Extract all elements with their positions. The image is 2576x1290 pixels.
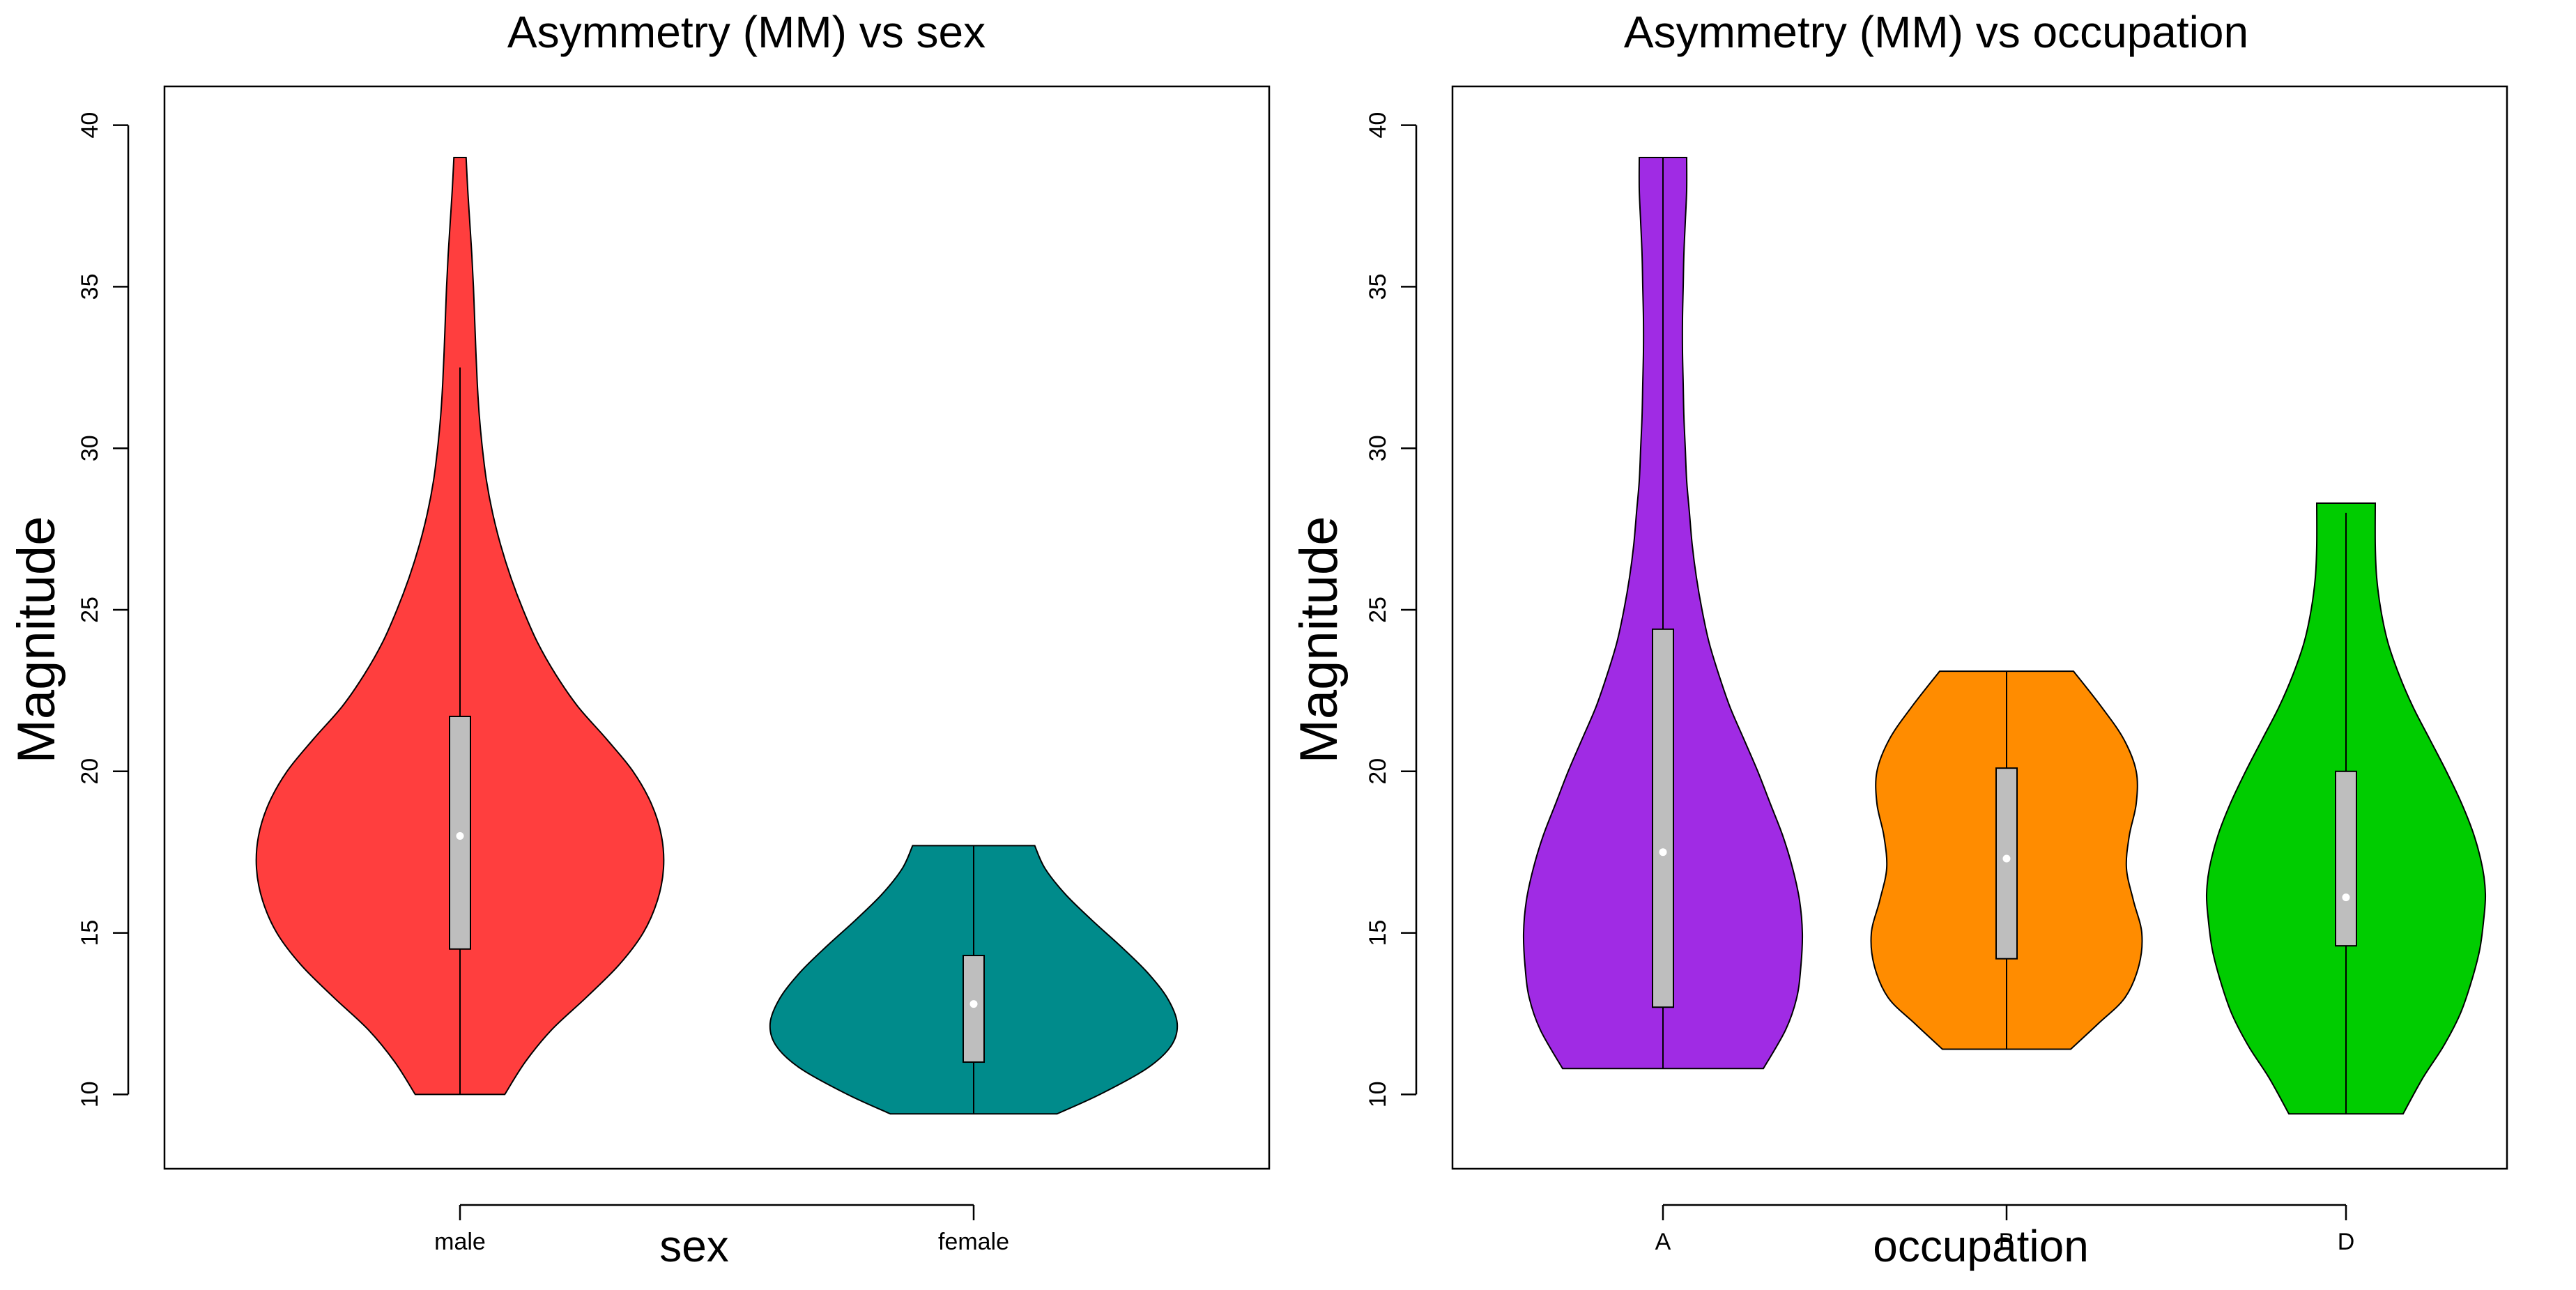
plot-frame: [163, 85, 1271, 1170]
x-axis-label: occupation: [1873, 1221, 2089, 1271]
violin-B: [1870, 670, 2143, 1050]
y-tick-label: 25: [1365, 597, 1391, 623]
x-tick-label-D: D: [2338, 1229, 2355, 1255]
y-axis: 10 15 20 25 30 35 40: [77, 112, 130, 1107]
x-tick-label-A: A: [1655, 1229, 1671, 1255]
violin-A: [1522, 156, 1804, 1070]
x-axis: male female: [434, 1204, 1009, 1255]
occupation-violin-panel: Asymmetry (MM) vs occupation 10 15 20 25 30 3…: [1289, 7, 2508, 1271]
violin-female: [769, 845, 1179, 1115]
sex-violin-panel: Asymmetry (MM) vs sex 10 15 20 25 30 35 40 mal…: [7, 7, 1271, 1271]
violin-iqr-box: [963, 955, 985, 1064]
plot-frame: [1451, 85, 2508, 1170]
violin-iqr-box: [1995, 767, 2018, 960]
violin-median-point: [969, 1000, 978, 1008]
x-axis-label: sex: [659, 1221, 729, 1271]
y-axis: 10 15 20 25 30 35 40: [1365, 112, 1418, 1107]
y-tick-label: 35: [1365, 274, 1391, 300]
chart-title: Asymmetry (MM) vs sex: [507, 7, 986, 57]
violin-median-point: [1659, 848, 1667, 857]
y-tick-label: 10: [77, 1081, 103, 1107]
x-tick-label-male: male: [434, 1229, 486, 1255]
violin-male: [255, 156, 665, 1096]
violin-median-point: [456, 832, 464, 840]
y-tick-label: 20: [1365, 758, 1391, 785]
y-tick-label: 35: [77, 274, 103, 300]
violins: [1522, 156, 2487, 1115]
y-tick-label: 15: [1365, 920, 1391, 946]
y-tick-label: 15: [77, 920, 103, 946]
violins: [255, 156, 1179, 1115]
y-tick-label: 30: [77, 435, 103, 461]
y-axis-label: Magnitude: [7, 516, 66, 764]
y-tick-label: 25: [77, 597, 103, 623]
violin-D: [2205, 502, 2487, 1115]
violin-median-point: [2342, 893, 2350, 902]
violin-iqr-box: [1652, 628, 1674, 1008]
y-tick-label: 10: [1365, 1081, 1391, 1107]
violin-median-point: [2002, 854, 2011, 863]
x-tick-label-female: female: [938, 1229, 1009, 1255]
y-tick-label: 40: [77, 112, 103, 139]
y-tick-label: 20: [77, 758, 103, 785]
y-tick-label: 30: [1365, 435, 1391, 461]
y-tick-label: 40: [1365, 112, 1391, 139]
x-tick-label-B: B: [1999, 1229, 2015, 1255]
y-axis-label: Magnitude: [1289, 516, 1349, 764]
violin-iqr-box: [2335, 770, 2357, 947]
chart-title: Asymmetry (MM) vs occupation: [1624, 7, 2248, 57]
